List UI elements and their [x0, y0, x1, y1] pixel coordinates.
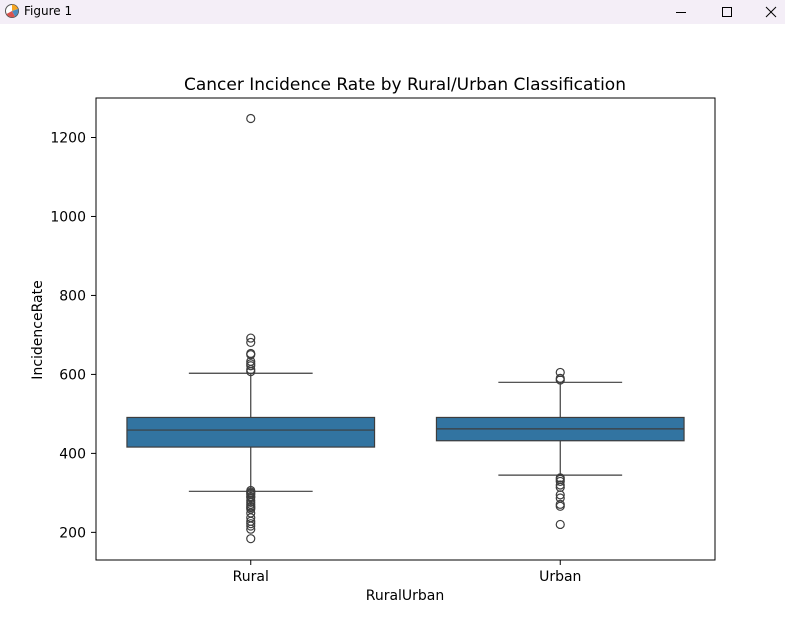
- y-tick-label: 200: [59, 525, 86, 541]
- close-icon: [765, 6, 777, 18]
- outlier-point: [246, 519, 256, 529]
- x-tick-label: Rural: [233, 569, 269, 585]
- outlier-point: [555, 480, 565, 490]
- outlier-point: [246, 113, 256, 124]
- figure-canvas: Cancer Incidence Rate by Rural/Urban Cla…: [30, 75, 716, 604]
- maximize-button[interactable]: [704, 0, 750, 24]
- iqr-box: [126, 416, 376, 448]
- outlier-point: [555, 476, 565, 487]
- outlier-point: [246, 521, 256, 531]
- y-tick-label: 600: [59, 367, 86, 383]
- y-tick-label: 1000: [50, 209, 86, 225]
- outlier-point: [246, 367, 256, 377]
- box-urban: [435, 367, 685, 530]
- outlier-point: [246, 504, 256, 514]
- matplotlib-figure-icon: [5, 4, 19, 18]
- y-tick-label: 800: [59, 288, 86, 304]
- y-tick-label: 1200: [50, 130, 86, 146]
- boxes-layer: [126, 113, 685, 544]
- window-title: Figure 1: [24, 4, 73, 18]
- axes-frame: [95, 97, 716, 561]
- y-tick-label: 400: [59, 446, 86, 462]
- x-axis: Rural Urban: [233, 560, 581, 585]
- outlier-point: [246, 534, 256, 544]
- y-axis: 200 400 600 800 1000 1200: [50, 130, 96, 541]
- outlier-point: [555, 519, 565, 530]
- outlier-point: [246, 333, 256, 343]
- outlier-point: [246, 337, 256, 348]
- chart-title: Cancer Incidence Rate by Rural/Urban Cla…: [184, 75, 626, 95]
- x-tick-label: Urban: [539, 569, 581, 585]
- x-axis-label: RuralUrban: [366, 588, 445, 604]
- window-titlebar: Figure 1: [0, 0, 785, 24]
- outlier-point: [246, 350, 256, 360]
- box-rural: [126, 113, 376, 544]
- close-button[interactable]: [748, 0, 785, 24]
- outlier-point: [246, 361, 256, 371]
- outlier-point: [555, 490, 565, 500]
- outlier-point: [246, 493, 256, 503]
- outlier-point: [246, 524, 256, 534]
- minimize-icon: [676, 12, 686, 13]
- minimize-button[interactable]: [658, 0, 704, 24]
- outlier-point: [555, 501, 565, 511]
- outlier-point: [555, 375, 565, 385]
- y-axis-label: IncidenceRate: [30, 280, 46, 379]
- maximize-icon: [722, 7, 732, 17]
